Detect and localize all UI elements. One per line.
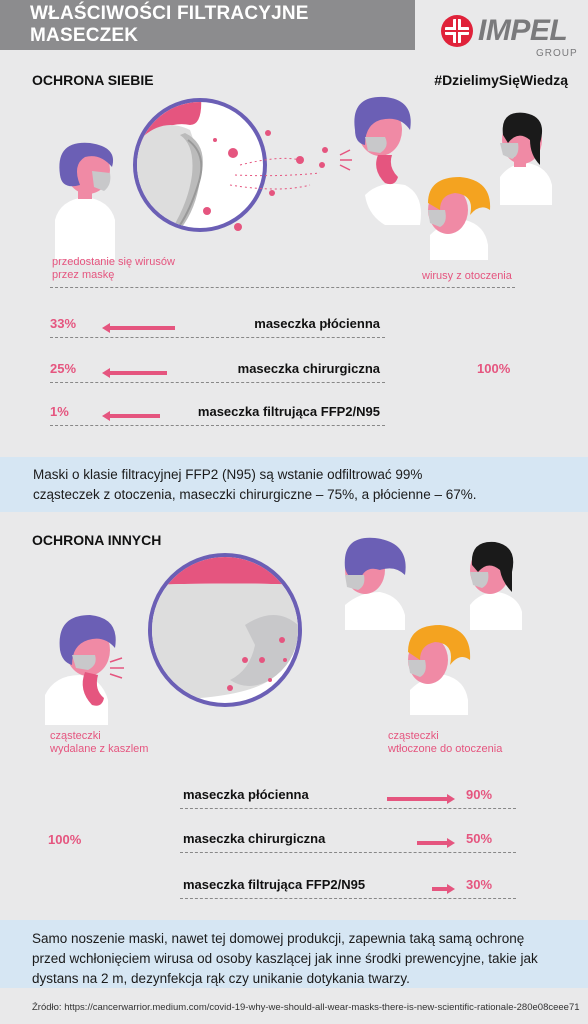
row-label: maseczka płócienna <box>254 316 380 331</box>
black-hair-person-right-figure <box>470 541 522 630</box>
info1-line1: Maski o klasie filtracyjnej FFP2 (N95) s… <box>33 467 423 482</box>
source-text: Źródło: https://cancerwarrior.medium.com… <box>32 1002 580 1013</box>
coughing-person-left-figure <box>45 615 124 725</box>
orange-hair-person-figure <box>428 177 491 260</box>
row-percent-2: 50% <box>466 831 493 846</box>
row-divider <box>50 425 385 426</box>
info2-line2: przed wchłonięciem wirusa od osoby kaszl… <box>32 951 538 966</box>
row-label: maseczka chirurgiczna <box>237 361 380 376</box>
row-divider-2 <box>180 898 516 899</box>
info2-line1: Samo noszenie maski, nawet tej domowej p… <box>32 931 525 946</box>
left-caption: przedostanie się wirusów przez maskę <box>52 256 175 282</box>
info-box-1: Maski o klasie filtracyjnej FFP2 (N95) s… <box>0 457 588 512</box>
left-caption-line1: przedostanie się wirusów <box>52 256 175 268</box>
divider <box>50 287 515 288</box>
row-divider-2 <box>180 852 516 853</box>
hashtag: #DzielimySięWiedzą <box>434 72 568 88</box>
row-percent: 1% <box>50 404 69 419</box>
right-arrow <box>417 835 455 848</box>
left-caption-2-line2: wydalane z kaszlem <box>50 743 149 755</box>
orange-hair-person-right-figure <box>408 625 471 715</box>
row-label-2: maseczka filtrująca FFP2/N95 <box>183 877 366 892</box>
left-caption-2: cząsteczki wydalane z kaszlem <box>50 730 148 756</box>
total-percent-2: 100% <box>48 832 82 847</box>
page-title-text: WŁAŚCIWOŚCI FILTRACYJNE MASECZEK <box>30 3 309 46</box>
left-caption-line2: przez maskę <box>52 269 115 281</box>
left-person-figure <box>55 142 115 260</box>
coughing-person-figure <box>354 96 421 225</box>
left-arrow <box>102 365 167 378</box>
right-caption-2: cząsteczki wtłoczone do otoczenia <box>388 730 502 756</box>
row-divider <box>50 382 385 383</box>
row-percent: 33% <box>50 316 77 331</box>
purple-hair-person-right-figure <box>344 537 406 630</box>
row-label: maseczka filtrująca FFP2/N95 <box>197 404 380 419</box>
impel-logo: IMPEL GROUP <box>440 12 580 59</box>
row-label-2: maseczka chirurgiczna <box>183 831 326 846</box>
left-caption-2-line1: cząsteczki <box>50 730 101 742</box>
right-caption-2-line2: wtłoczone do otoczenia <box>388 743 503 755</box>
section1-heading: OCHRONA SIEBIE <box>32 72 154 88</box>
right-arrow <box>432 881 455 894</box>
section2-illustration <box>45 537 522 725</box>
left-arrow <box>102 408 160 421</box>
section1-illustration <box>55 96 552 260</box>
row-percent-2: 90% <box>466 787 493 802</box>
right-caption: wirusy z otoczenia <box>422 270 512 282</box>
page-title: WŁAŚCIWOŚCI FILTRACYJNE MASECZEK <box>0 0 415 50</box>
row-divider-2 <box>180 808 516 809</box>
right-arrow <box>387 791 455 804</box>
logo-name: IMPEL <box>478 14 568 47</box>
right-caption-2-line1: cząsteczki <box>388 730 439 742</box>
row-label-2: maseczka płócienna <box>183 787 309 802</box>
info-box-2: Samo noszenie maski, nawet tej domowej p… <box>0 920 588 988</box>
logo-sub: GROUP <box>536 48 578 59</box>
impel-cross-logo-icon <box>441 15 473 47</box>
left-arrow <box>102 320 175 333</box>
black-hair-person-figure <box>500 112 552 205</box>
section2-heading: OCHRONA INNYCH <box>32 532 162 548</box>
info1-line2: cząsteczek z otoczenia, maseczki chirurg… <box>33 487 477 502</box>
row-percent-2: 30% <box>466 877 493 892</box>
total-percent: 100% <box>477 361 511 376</box>
row-divider <box>50 337 385 338</box>
info2-line3: dystans na 2 m, dezynfekcja rąk czy unik… <box>32 971 410 986</box>
row-percent: 25% <box>50 361 77 376</box>
